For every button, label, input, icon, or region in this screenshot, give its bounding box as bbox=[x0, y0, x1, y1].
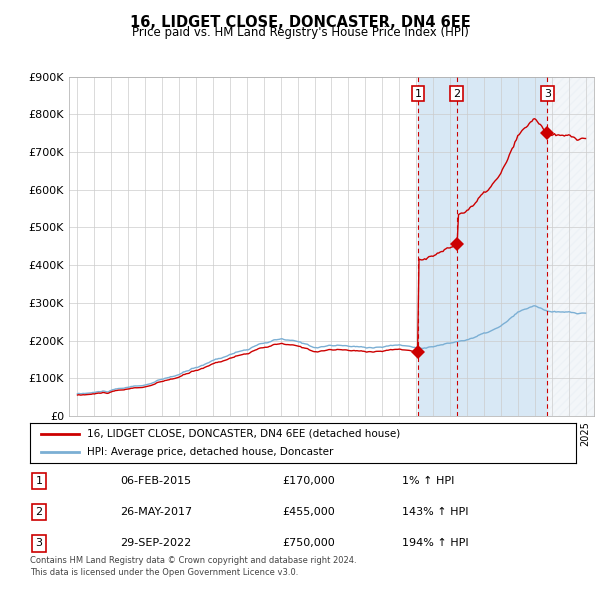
Bar bbox=[547, 77, 594, 416]
Text: £750,000: £750,000 bbox=[282, 539, 335, 548]
Text: 16, LIDGET CLOSE, DONCASTER, DN4 6EE (detached house): 16, LIDGET CLOSE, DONCASTER, DN4 6EE (de… bbox=[88, 429, 401, 439]
Text: 194% ↑ HPI: 194% ↑ HPI bbox=[402, 539, 469, 548]
Text: 1% ↑ HPI: 1% ↑ HPI bbox=[402, 476, 454, 486]
Text: £455,000: £455,000 bbox=[282, 507, 335, 517]
Text: Contains HM Land Registry data © Crown copyright and database right 2024.: Contains HM Land Registry data © Crown c… bbox=[30, 556, 356, 565]
Text: 3: 3 bbox=[544, 88, 551, 99]
Text: 3: 3 bbox=[35, 539, 43, 548]
Text: 29-SEP-2022: 29-SEP-2022 bbox=[120, 539, 191, 548]
Text: 2: 2 bbox=[453, 88, 460, 99]
Text: 2: 2 bbox=[35, 507, 43, 517]
Text: 06-FEB-2015: 06-FEB-2015 bbox=[120, 476, 191, 486]
Text: 1: 1 bbox=[35, 476, 43, 486]
Text: 16, LIDGET CLOSE, DONCASTER, DN4 6EE: 16, LIDGET CLOSE, DONCASTER, DN4 6EE bbox=[130, 15, 470, 30]
Text: 26-MAY-2017: 26-MAY-2017 bbox=[120, 507, 192, 517]
Text: 1: 1 bbox=[415, 88, 421, 99]
Bar bbox=[418, 77, 547, 416]
Text: This data is licensed under the Open Government Licence v3.0.: This data is licensed under the Open Gov… bbox=[30, 568, 298, 577]
Text: 143% ↑ HPI: 143% ↑ HPI bbox=[402, 507, 469, 517]
Bar bbox=[547, 77, 594, 416]
Text: £170,000: £170,000 bbox=[282, 476, 335, 486]
Text: Price paid vs. HM Land Registry's House Price Index (HPI): Price paid vs. HM Land Registry's House … bbox=[131, 26, 469, 39]
Text: HPI: Average price, detached house, Doncaster: HPI: Average price, detached house, Donc… bbox=[88, 447, 334, 457]
